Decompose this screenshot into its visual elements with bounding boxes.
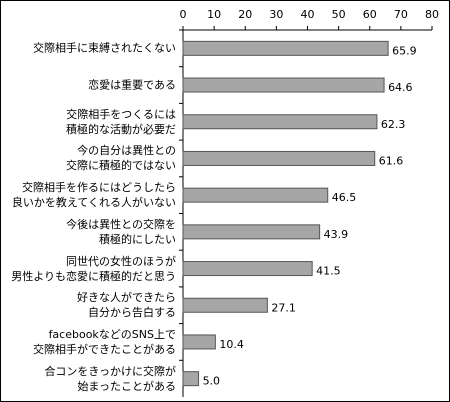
bar	[182, 187, 329, 203]
bar	[182, 77, 385, 93]
x-tick-label: 60	[363, 8, 377, 21]
x-tick-label: 20	[238, 8, 252, 21]
value-label: 43.9	[324, 228, 349, 241]
value-label: 65.9	[392, 44, 417, 57]
y-tick-label: 同世代の女性のほうが 男性よりも恋愛に積極的だと思う	[11, 254, 176, 283]
x-tick-label: 30	[269, 8, 283, 21]
x-tick-label: 80	[425, 8, 439, 21]
bar	[182, 224, 321, 240]
x-tick-label: 0	[180, 8, 187, 21]
value-label: 27.1	[271, 301, 296, 314]
value-label: 41.5	[316, 265, 341, 278]
bar	[182, 371, 200, 387]
y-tick-label: 好きな人ができたら 自分から告白する	[77, 291, 176, 320]
value-label: 61.6	[379, 154, 404, 167]
x-tick-label: 40	[301, 8, 315, 21]
y-tick-label: 恋愛は重要である	[88, 78, 176, 92]
bar	[182, 114, 378, 130]
y-tick-label: 交際相手を作るにはどうしたら 良いかを教えてくれる人がいない	[11, 181, 176, 210]
y-tick-label: 交際相手に束縛されたくない	[33, 41, 176, 55]
x-tick-label: 70	[394, 8, 408, 21]
bar	[182, 297, 268, 313]
y-tick-label: 今の自分は異性との 交際に積極的ではない	[66, 144, 176, 173]
x-tick-label: 10	[207, 8, 221, 21]
value-label: 62.3	[381, 118, 406, 131]
bar	[182, 261, 313, 277]
value-label: 46.5	[332, 191, 357, 204]
bar	[182, 40, 389, 56]
x-tick-label: 50	[332, 8, 346, 21]
bar	[182, 150, 376, 166]
y-tick-label: 合コンをきっかけに交際が 始まったことがある	[44, 364, 176, 393]
value-label: 10.4	[219, 338, 244, 351]
value-label: 64.6	[388, 81, 413, 94]
bar	[182, 334, 216, 350]
y-tick-label: 交際相手をつくるには 積極的な活動が必要だ	[66, 107, 176, 136]
y-tick-label: facebookなどのSNS上で 交際相手ができたことがある	[33, 327, 176, 356]
value-label: 5.0	[203, 375, 221, 388]
y-tick-label: 今後は異性との交際を 積極的にしたい	[66, 217, 176, 246]
